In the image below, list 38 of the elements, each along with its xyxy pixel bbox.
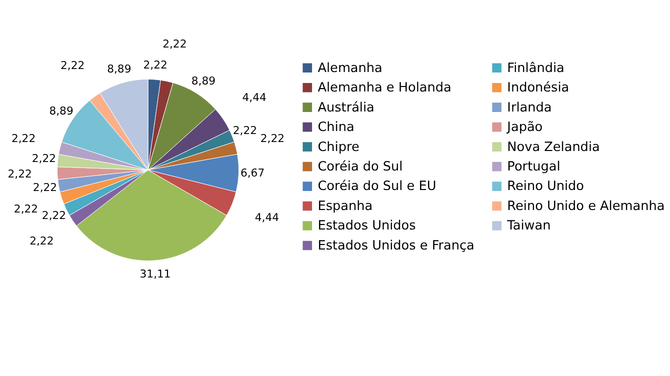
legend-label: Estados Unidos	[318, 218, 416, 234]
legend-label: Reino Unido e Alemanha	[507, 198, 665, 214]
legend-label: Coréia do Sul e EU	[318, 179, 436, 194]
legend-label: Espanha	[318, 198, 373, 214]
data-label: 2,22	[30, 234, 54, 248]
data-label: 2,22	[32, 181, 58, 194]
legend-label: Indonésia	[507, 80, 570, 96]
data-label: 2,22	[14, 202, 38, 216]
legend-label: Austrália	[318, 100, 374, 116]
data-label: 2,22	[32, 152, 56, 166]
legend-label: Japão	[506, 120, 543, 136]
legend-label: Portugal	[507, 159, 560, 174]
data-label: 6,67	[240, 166, 265, 180]
data-label: 31,11	[140, 267, 171, 280]
data-label: 4,44	[242, 91, 267, 104]
legend-label: China	[318, 120, 354, 136]
data-label: 8,89	[49, 104, 74, 118]
data-label: 2,22	[162, 37, 187, 50]
legend-label: Finlândia	[507, 60, 564, 76]
data-label: 4,44	[254, 211, 280, 224]
legend-label: Irlanda	[507, 100, 552, 116]
data-label: 2,22	[260, 132, 285, 145]
data-label: 8,89	[107, 62, 132, 76]
legend-label: Nova Zelandia	[507, 140, 600, 155]
legend-label: Reino Unido	[507, 179, 584, 194]
data-label: 8,89	[191, 74, 216, 88]
legend-label: Chipre	[318, 140, 360, 155]
data-label: 2,22	[143, 58, 168, 72]
legend-label: Alemanha e Holanda	[318, 80, 452, 96]
data-label: 2,22	[60, 59, 85, 72]
data-label: 2,22	[42, 208, 66, 222]
data-label: 2,22	[8, 167, 32, 180]
legend-label: Coréia do Sul	[318, 159, 403, 174]
legend-label: Taiwan	[506, 218, 551, 234]
data-label: 2,22	[232, 124, 258, 137]
legend-label: Estados Unidos e França	[318, 238, 474, 254]
data-label: 2,22	[11, 132, 36, 145]
legend-label: Alemanha	[318, 60, 382, 76]
